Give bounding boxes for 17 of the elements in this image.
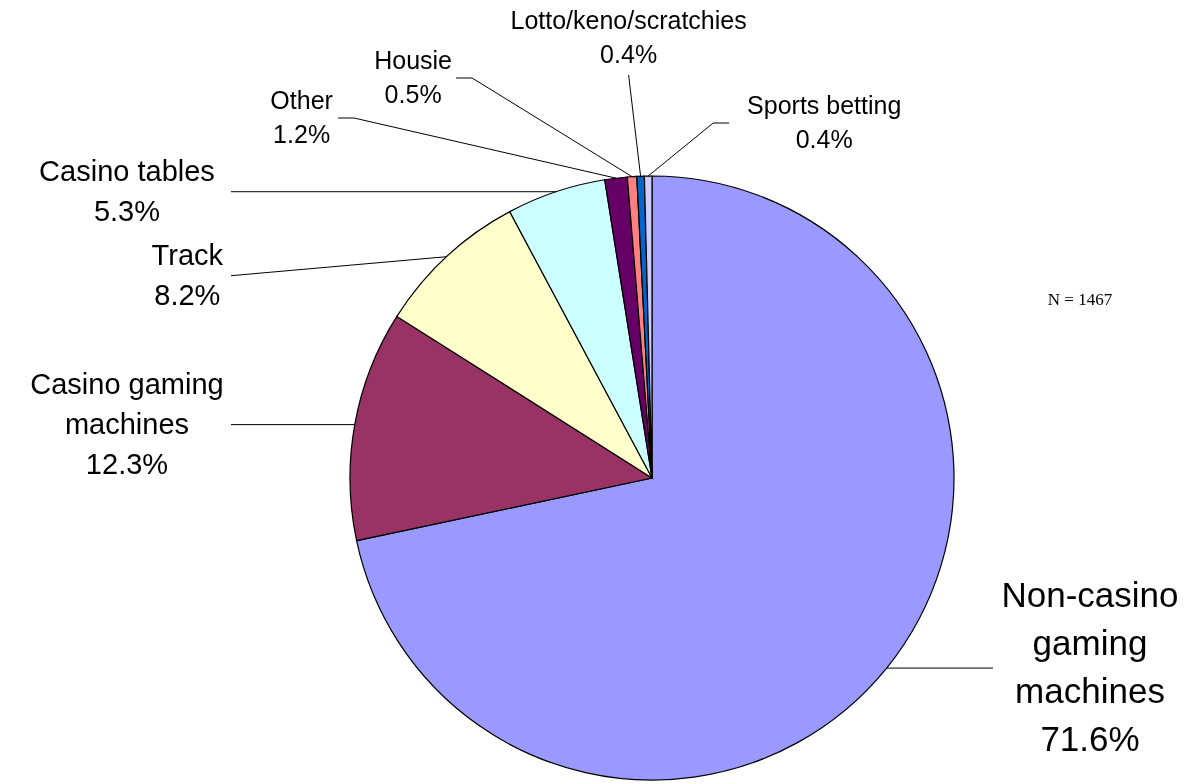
slice-label: Other	[270, 86, 333, 114]
slice-label: Casino tables	[39, 154, 215, 187]
data-label: 0.5%	[384, 80, 442, 108]
slice-label: Track	[151, 238, 224, 271]
data-label: 12.3%	[85, 447, 169, 480]
data-label: 8.2%	[154, 278, 221, 311]
slice-label: Housie	[374, 46, 453, 74]
slice-label: Non-casino gaming machines	[1001, 575, 1179, 711]
data-label: 5.3%	[93, 194, 161, 227]
text: N = 1467	[1047, 290, 1113, 309]
slice-label: Sports betting	[747, 91, 902, 119]
data-label: 1.2%	[273, 120, 331, 148]
slice-label: Casino gaming machines	[30, 367, 224, 440]
slice-label: Lotto/keno/scratchies	[510, 6, 747, 34]
data-label: 71.6%	[1040, 719, 1140, 759]
data-label: 0.4%	[600, 40, 658, 68]
data-label: 0.4%	[795, 125, 853, 153]
